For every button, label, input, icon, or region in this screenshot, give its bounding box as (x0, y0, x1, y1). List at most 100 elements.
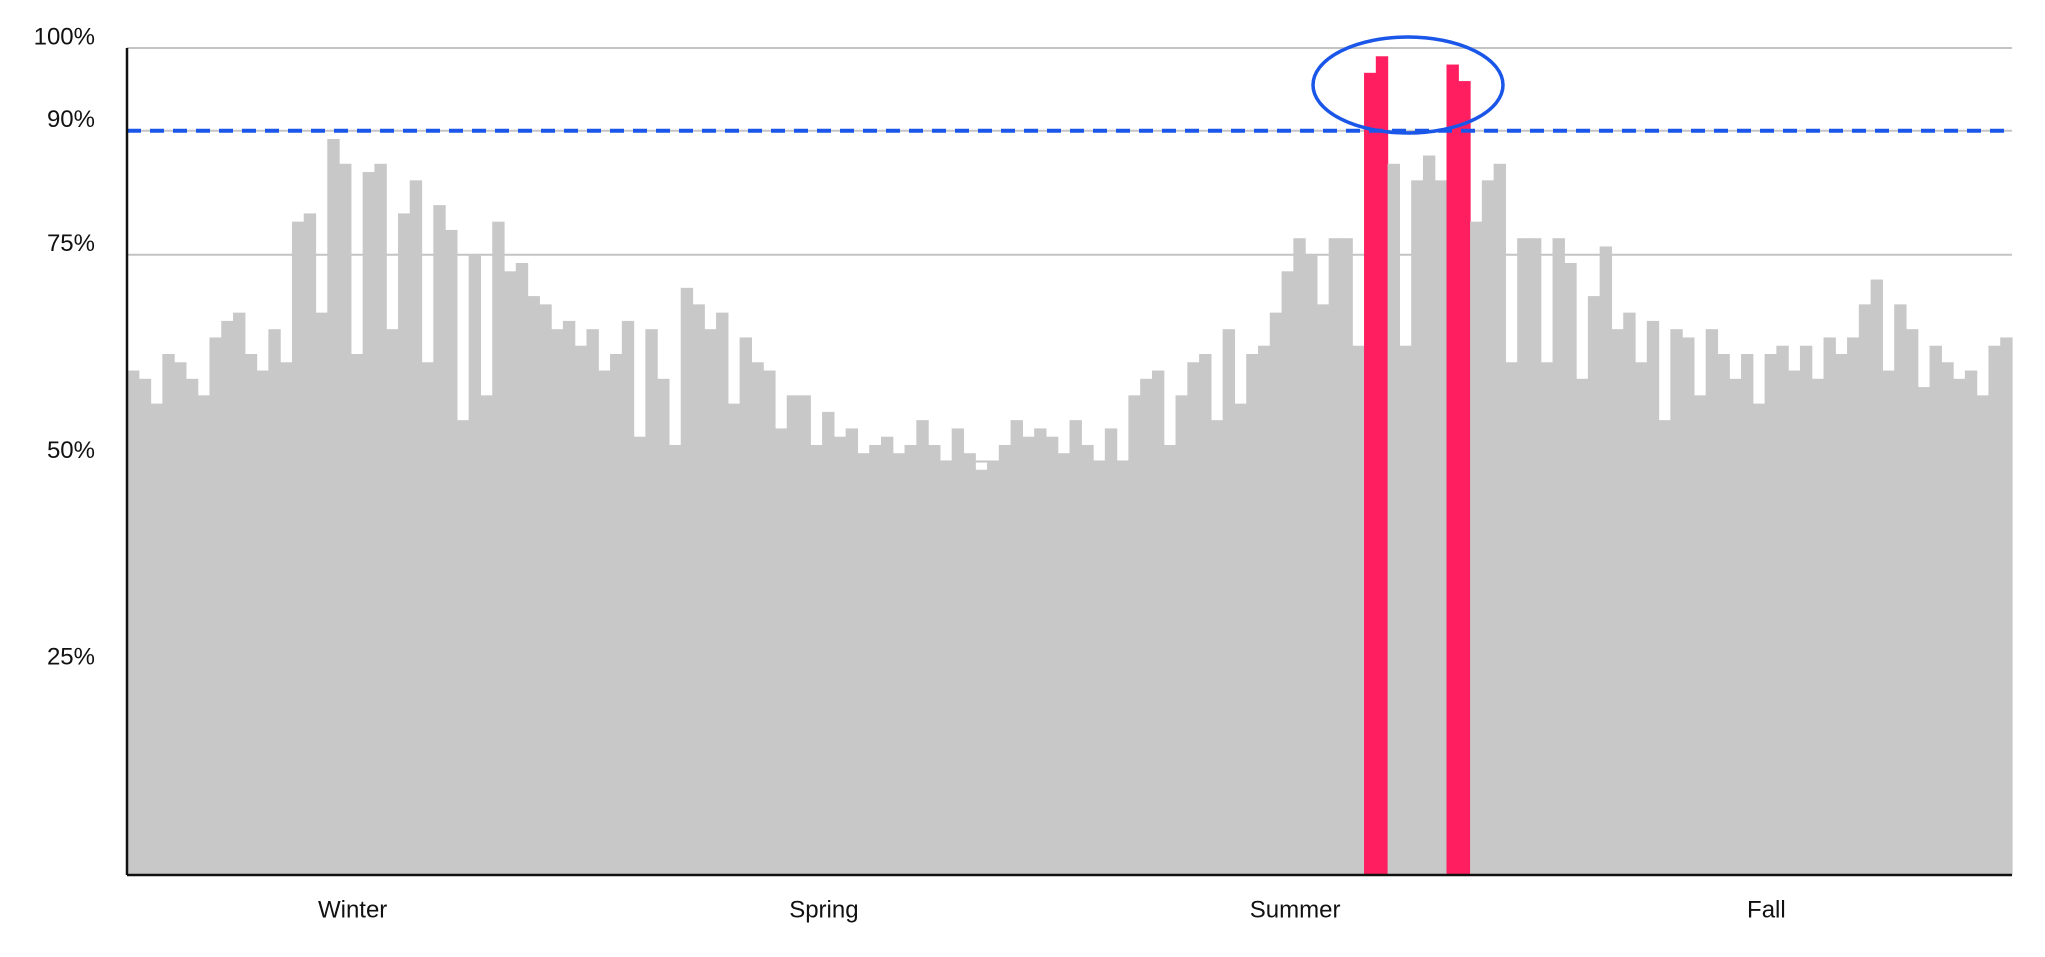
bar (1599, 246, 1613, 876)
bar (350, 353, 364, 875)
bar (339, 163, 352, 875)
bar (798, 395, 811, 875)
y-tick-label: 25% (47, 644, 95, 671)
bar (1258, 345, 1271, 876)
bar (1104, 428, 1118, 875)
y-tick-label: 90% (47, 106, 95, 133)
bar (586, 329, 599, 875)
bar (857, 453, 870, 875)
bar (1045, 436, 1059, 875)
bar (1340, 238, 1353, 875)
bar (1293, 238, 1306, 875)
bar (998, 444, 1012, 875)
bar (1269, 312, 1283, 875)
bar (1093, 461, 1106, 875)
bar (562, 320, 576, 875)
bar (1234, 403, 1247, 875)
bar (727, 403, 741, 875)
bar (303, 213, 317, 875)
bar (1352, 345, 1365, 876)
bar (928, 444, 941, 875)
bar (1210, 420, 1224, 875)
bar (1764, 353, 1777, 875)
y-tick-label: 75% (47, 230, 95, 257)
bar (904, 444, 917, 875)
bar (527, 296, 540, 876)
bar (1576, 378, 1589, 875)
bar (386, 329, 399, 875)
bar (1540, 362, 1554, 875)
bar (869, 444, 882, 875)
bar (1034, 428, 1047, 875)
bar (397, 213, 411, 875)
bar (1316, 304, 1330, 875)
bar (480, 395, 493, 875)
bar (327, 138, 340, 876)
bar (739, 337, 753, 875)
bar (1788, 370, 1801, 875)
bar (233, 312, 246, 875)
bar (1717, 353, 1730, 875)
bar (621, 320, 635, 875)
bar (150, 403, 163, 875)
bar (845, 428, 859, 875)
bar (1705, 329, 1719, 875)
bar (1894, 304, 1907, 875)
bar (1505, 362, 1518, 875)
bar (1163, 444, 1177, 875)
bar (1387, 163, 1400, 875)
bar (1682, 337, 1695, 875)
bar (1964, 370, 1978, 875)
bar (657, 378, 670, 875)
bar (951, 428, 965, 875)
bar (1882, 370, 1895, 875)
bar (668, 444, 682, 875)
bar (1481, 180, 1495, 875)
bar (1741, 353, 1754, 875)
bar (515, 263, 529, 875)
bar (1870, 279, 1884, 875)
bar (1658, 420, 1671, 875)
bar (1670, 329, 1683, 875)
bar (1422, 155, 1436, 875)
bar (221, 320, 234, 875)
bar (1988, 345, 2001, 876)
bar (1929, 345, 1942, 876)
bar (1646, 320, 1660, 875)
bar (716, 312, 729, 875)
bar (963, 453, 976, 875)
highlight-ellipse (1311, 35, 1505, 135)
y-tick-label: 50% (47, 437, 95, 464)
bar (1151, 370, 1165, 875)
bar (645, 329, 658, 875)
bar (209, 337, 222, 875)
bar (598, 370, 611, 875)
bar (1564, 263, 1577, 875)
bar (1517, 238, 1530, 875)
bar (244, 353, 258, 875)
bar (1010, 420, 1023, 875)
bar (939, 461, 953, 875)
bar (763, 370, 776, 875)
bar (1799, 345, 1813, 876)
bar (409, 180, 423, 875)
bar (1281, 271, 1294, 875)
bar (881, 436, 894, 875)
bar (362, 172, 376, 876)
bar (456, 420, 470, 875)
x-tick-label: Fall (1747, 896, 1786, 923)
bar (1116, 461, 1130, 875)
bar (1953, 378, 1966, 875)
bar (1175, 395, 1188, 875)
bar (1375, 56, 1389, 875)
bar (1140, 378, 1153, 875)
bar (1917, 387, 1931, 875)
bar (492, 221, 505, 876)
bar (833, 436, 847, 875)
bar (1847, 337, 1860, 875)
bar (1411, 180, 1424, 875)
bar (1905, 329, 1919, 875)
bar (1823, 337, 1836, 875)
bar (1776, 345, 1789, 876)
